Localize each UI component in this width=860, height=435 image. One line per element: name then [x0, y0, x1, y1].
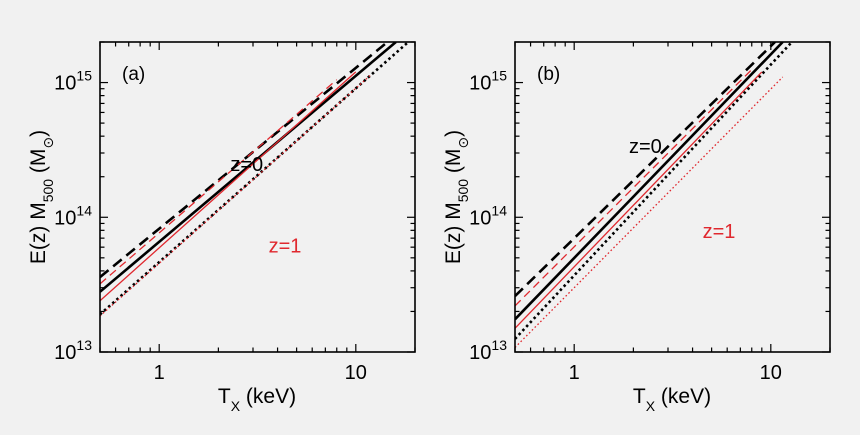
x-tick-label: 1: [569, 362, 580, 384]
chart-panel-a: 1 10 1013 1014 1015 (a) z=0 z=1 TX (keV) E(z…: [27, 41, 416, 414]
series-line-z-0-solid: [515, 42, 784, 321]
series-line-z-0-solid: [100, 42, 397, 293]
y-tick-label: 1014: [469, 202, 507, 229]
y-tick-label: 1013: [54, 337, 92, 364]
tick-layer-b: 1 10 1013 1014 1015: [469, 41, 831, 384]
series-line-z-1-dotted: [515, 76, 784, 348]
y-axis-label-b: E(z) M500 (M⊙): [442, 130, 471, 264]
x-tick-label: 10: [345, 362, 367, 384]
y-tick-label: 1013: [469, 337, 507, 364]
series-line-z-1-dotted: [100, 73, 372, 317]
series-layer-a: [100, 42, 410, 317]
chart-panel-b: 1 10 1013 1014 1015 (b) z=0 z=1 TX (keV) E(z…: [442, 41, 831, 414]
y-tick-label: 1014: [54, 202, 92, 229]
x-axis-label-b: TX (keV): [633, 385, 711, 414]
series-line-z-0-dashed: [515, 42, 776, 298]
annotation-z0-a: z=0: [230, 154, 263, 176]
x-axis-label-a: TX (keV): [218, 385, 296, 414]
x-tick-label: 10: [760, 362, 782, 384]
plot-frame-a: [99, 41, 416, 353]
series-line-z-0-dotted: [515, 42, 793, 340]
panel-label-a: (a): [122, 64, 145, 85]
series-layer-b: [515, 42, 793, 348]
annotation-z0-b: z=0: [629, 136, 662, 158]
series-line-z-0-dotted: [100, 42, 410, 316]
y-axis-label-a: E(z) M500 (M⊙): [27, 130, 56, 264]
annotation-z1-a: z=1: [269, 235, 302, 257]
y-tick-label: 1015: [54, 68, 92, 95]
x-tick-label: 1: [154, 362, 165, 384]
series-line-z-0-dashed: [100, 42, 389, 279]
panel-label-b: (b): [537, 64, 560, 85]
tick-layer-a: 1 10 1013 1014 1015: [54, 41, 416, 384]
plot-frame-b: [514, 41, 831, 353]
series-line-z-1-dashed: [100, 79, 338, 285]
series-line-z-1-dashed: [515, 69, 753, 307]
annotation-z1-b: z=1: [703, 221, 736, 243]
series-line-z-1-solid: [100, 71, 357, 302]
series-line-z-1-solid: [515, 71, 763, 329]
y-tick-label: 1015: [469, 68, 507, 95]
